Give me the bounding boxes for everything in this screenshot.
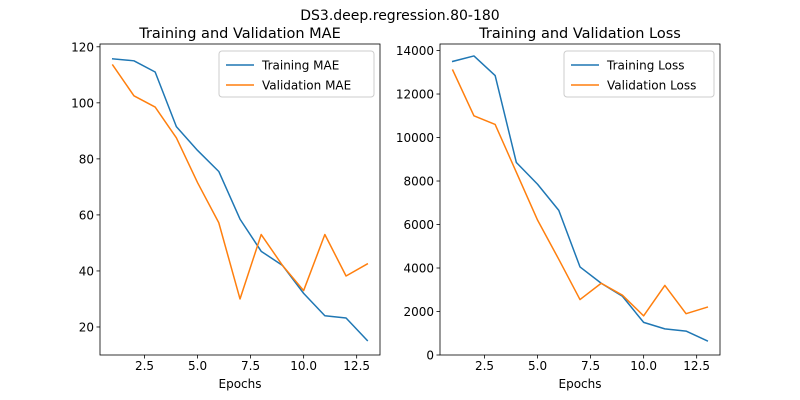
x-tick-label: 7.5 [241,359,260,373]
x-axis-label: Epochs [219,377,262,391]
legend-label-1: Training MAE [261,59,339,73]
legend-label-2: Validation Loss [607,79,696,93]
y-tick-label: 2000 [403,305,434,319]
y-tick-label: 6000 [403,218,434,232]
chart-title: Training and Validation MAE [138,26,341,42]
x-tick-label: 7.5 [581,359,600,373]
legend-box [563,50,715,98]
x-tick-label: 2.5 [475,359,494,373]
chart-1: Training and Validation MAE 2.5 5.0 7.5 10.0… [71,26,381,391]
plot-frame [99,43,381,356]
y-tick-label: 8000 [403,175,434,189]
legend: Training MAE Validation MAE [218,50,375,98]
chart-2: Training and Validation Loss 2.5 5.0 7.5 10.… [396,26,721,391]
series-line-1 [451,55,709,342]
legend: Training Loss Validation Loss [563,50,715,98]
series-line-2 [111,63,369,300]
y-tick-label: 0 [426,349,434,363]
y-tick-label: 20 [79,320,94,334]
x-tick-label: 12.5 [343,359,370,373]
chart-title: Training and Validation Loss [478,26,681,42]
y-tick-label: 60 [79,208,94,222]
legend-box [218,50,375,98]
y-tick-label: 40 [79,264,94,278]
x-tick-label: 12.5 [683,359,710,373]
x-tick-label: 10.0 [290,359,317,373]
y-tick-label: 4000 [403,262,434,276]
y-tick-label: 12000 [396,88,434,102]
series-line-2 [451,69,709,317]
x-tick-label: 10.0 [630,359,657,373]
figure-suptitle: DS3.deep.regression.80-180 [300,8,499,24]
legend-label-2: Validation MAE [262,79,351,93]
x-tick-label: 5.0 [188,359,207,373]
y-tick-label: 14000 [396,44,434,58]
legend-label-1: Training Loss [606,59,684,73]
y-tick-label: 100 [71,96,94,110]
x-axis-label: Epochs [559,377,602,391]
series-line-1 [111,58,369,342]
plot-frame [439,43,721,356]
x-tick-label: 2.5 [135,359,154,373]
y-tick-label: 120 [71,40,94,54]
y-tick-label: 10000 [396,131,434,145]
y-tick-label: 80 [79,152,94,166]
x-tick-label: 5.0 [528,359,547,373]
